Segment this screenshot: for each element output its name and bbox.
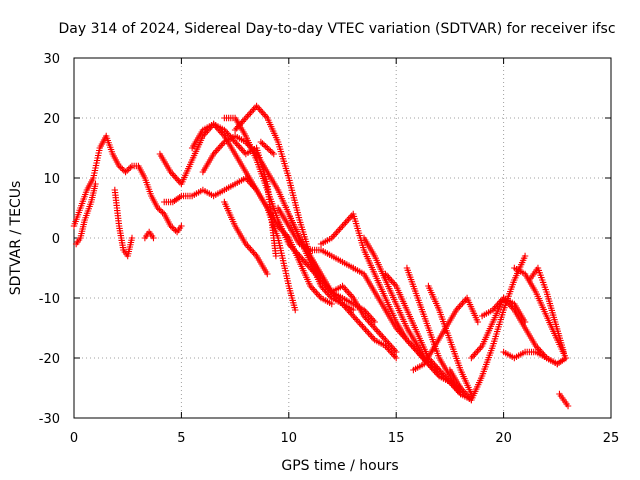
series-track bbox=[141, 228, 157, 242]
plus-marker bbox=[564, 402, 572, 410]
series-track bbox=[526, 264, 567, 356]
series-line bbox=[191, 123, 333, 305]
series-track bbox=[410, 294, 482, 374]
plus-marker bbox=[560, 348, 567, 356]
x-tick-label: 15 bbox=[388, 431, 405, 446]
plus-marker bbox=[292, 306, 299, 314]
axis-ticks bbox=[73, 57, 612, 419]
plus-marker bbox=[393, 354, 400, 362]
x-tick-labels: 0 5 10 15 20 25 bbox=[70, 431, 619, 446]
series-track bbox=[285, 210, 400, 362]
plus-marker bbox=[521, 252, 529, 260]
plus-marker bbox=[264, 270, 271, 278]
y-tick-labels: -30 -20 -10 0 10 20 30 bbox=[39, 52, 60, 427]
x-tick-label: 20 bbox=[495, 431, 512, 446]
series-track bbox=[70, 132, 185, 236]
plus-marker bbox=[562, 354, 570, 362]
y-tick-label: -30 bbox=[39, 412, 60, 427]
series-track bbox=[188, 120, 335, 308]
series-track bbox=[161, 174, 299, 314]
x-tick-label: 10 bbox=[281, 431, 298, 446]
x-tick-label: 0 bbox=[70, 431, 78, 446]
series-track bbox=[478, 294, 529, 326]
series-track bbox=[360, 234, 464, 392]
series-track bbox=[425, 282, 475, 398]
plus-marker bbox=[521, 318, 529, 326]
series-track bbox=[556, 390, 572, 410]
plus-marker bbox=[272, 252, 280, 260]
y-axis-label: SDTVAR / TECUs bbox=[8, 181, 24, 296]
series-line bbox=[234, 105, 397, 353]
series-track bbox=[274, 204, 357, 272]
x-axis-label: GPS time / hours bbox=[281, 458, 398, 474]
y-tick-label: 0 bbox=[52, 232, 60, 247]
y-tick-label: 20 bbox=[43, 112, 60, 127]
x-tick-label: 25 bbox=[603, 431, 620, 446]
plus-marker bbox=[270, 150, 277, 158]
chart-title: Day 314 of 2024, Sidereal Day-to-day VTE… bbox=[58, 21, 615, 37]
plus-marker bbox=[474, 318, 482, 326]
plus-marker bbox=[92, 180, 99, 188]
series-track bbox=[111, 186, 136, 260]
plus-marker bbox=[328, 300, 335, 308]
x-tick-label: 5 bbox=[177, 431, 185, 446]
series-track bbox=[446, 252, 529, 404]
plus-marker bbox=[150, 234, 157, 242]
y-tick-label: 30 bbox=[43, 52, 60, 67]
series-track bbox=[221, 198, 271, 278]
series-track bbox=[231, 102, 400, 356]
series-track bbox=[257, 138, 277, 158]
plus-marker bbox=[128, 234, 136, 242]
y-tick-label: -20 bbox=[39, 352, 60, 367]
series-track bbox=[500, 348, 570, 368]
y-tick-label: 10 bbox=[43, 172, 60, 187]
series-track bbox=[72, 180, 99, 248]
data-series bbox=[70, 102, 572, 410]
plus-marker bbox=[178, 222, 185, 230]
y-tick-label: -10 bbox=[39, 292, 60, 307]
